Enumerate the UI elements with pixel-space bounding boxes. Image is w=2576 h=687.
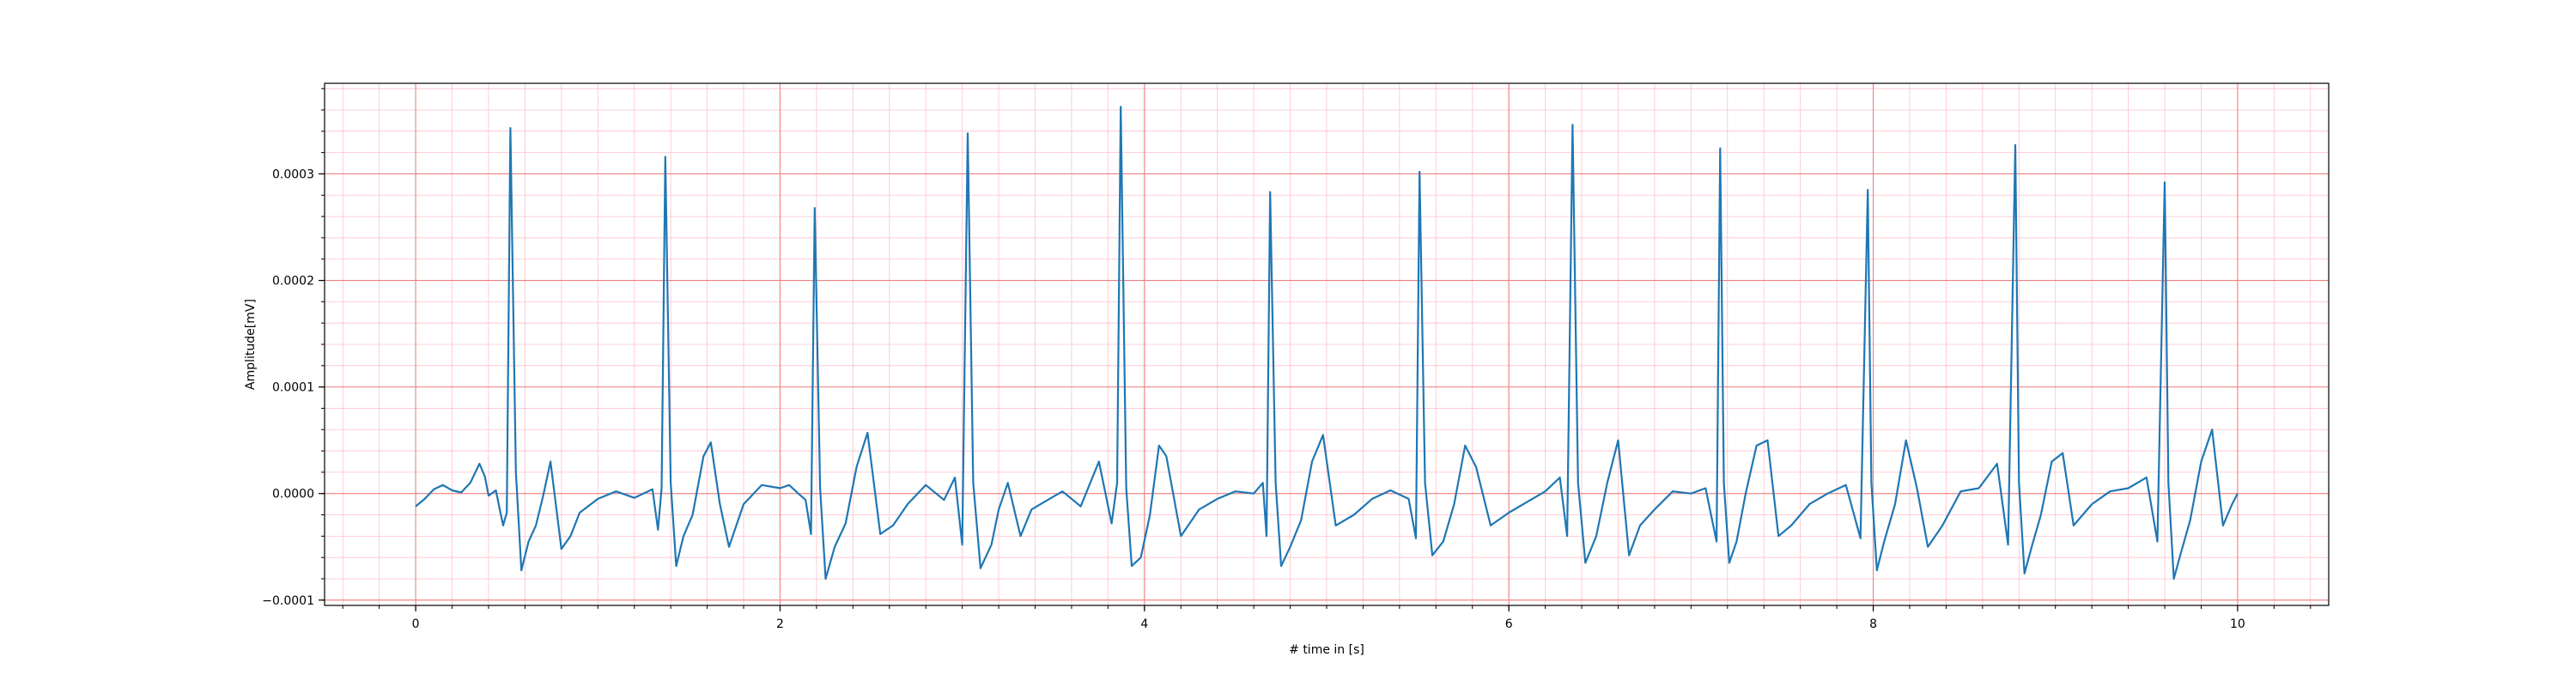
x-tick-label: 6: [1505, 617, 1513, 631]
major-grid: [325, 83, 2329, 605]
ecg-trace-line: [415, 106, 2239, 581]
x-tick-label: 2: [776, 617, 784, 631]
x-tick-label: 10: [2230, 617, 2245, 631]
minor-grid: [325, 83, 2329, 605]
y-tick-label: 0.0000: [272, 488, 314, 502]
x-tick-label: 0: [412, 617, 420, 631]
y-tick-label: −0.0001: [262, 594, 314, 608]
y-tick-label: 0.0002: [272, 275, 314, 289]
x-tick-label: 8: [1869, 617, 1877, 631]
y-tick-label: 0.0001: [272, 381, 314, 395]
axis-ticks: 0 2 4 6 8 10 −0.0001 0.0000 0.0001 0.0002 0.0003: [262, 88, 2312, 631]
x-axis-label: # time in [s]: [1289, 643, 1364, 657]
x-tick-label: 4: [1140, 617, 1148, 631]
y-tick-label: 0.0003: [272, 167, 314, 181]
y-axis-label: Amplitude[mV]: [244, 299, 258, 390]
